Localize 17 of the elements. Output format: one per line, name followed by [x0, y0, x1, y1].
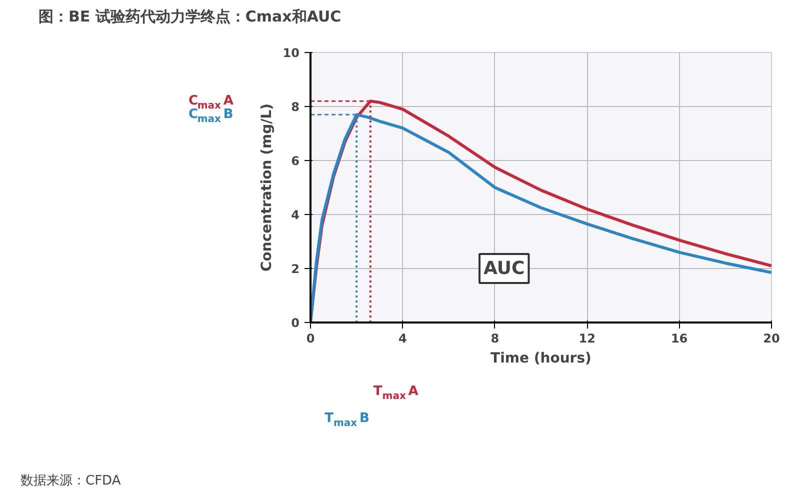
y-tick-label: 2 — [291, 262, 300, 276]
y-tick-label: 4 — [291, 208, 300, 222]
x-tick-label: 4 — [398, 332, 407, 346]
x-tick-label: 16 — [670, 332, 688, 346]
y-tick-label: 0 — [291, 316, 300, 330]
x-tick-label: 8 — [490, 332, 500, 346]
y-tick-label: 8 — [291, 100, 300, 114]
y-tick-label: 10 — [282, 46, 300, 60]
x-tick-label: 0 — [306, 332, 315, 346]
x-tick-label: 12 — [578, 332, 596, 346]
y-tick-label: 6 — [291, 154, 300, 168]
y-axis-title: Concentration (mg/L) — [258, 103, 275, 272]
x-tick-label: 20 — [763, 332, 780, 346]
text: 图：BE 试验药代动力学终点：Cmax和AUC — [38, 8, 342, 26]
annotation: AUC — [484, 258, 525, 279]
source-note: 数据来源：CFDA — [20, 474, 121, 489]
x-axis-title: Time (hours) — [490, 350, 592, 366]
